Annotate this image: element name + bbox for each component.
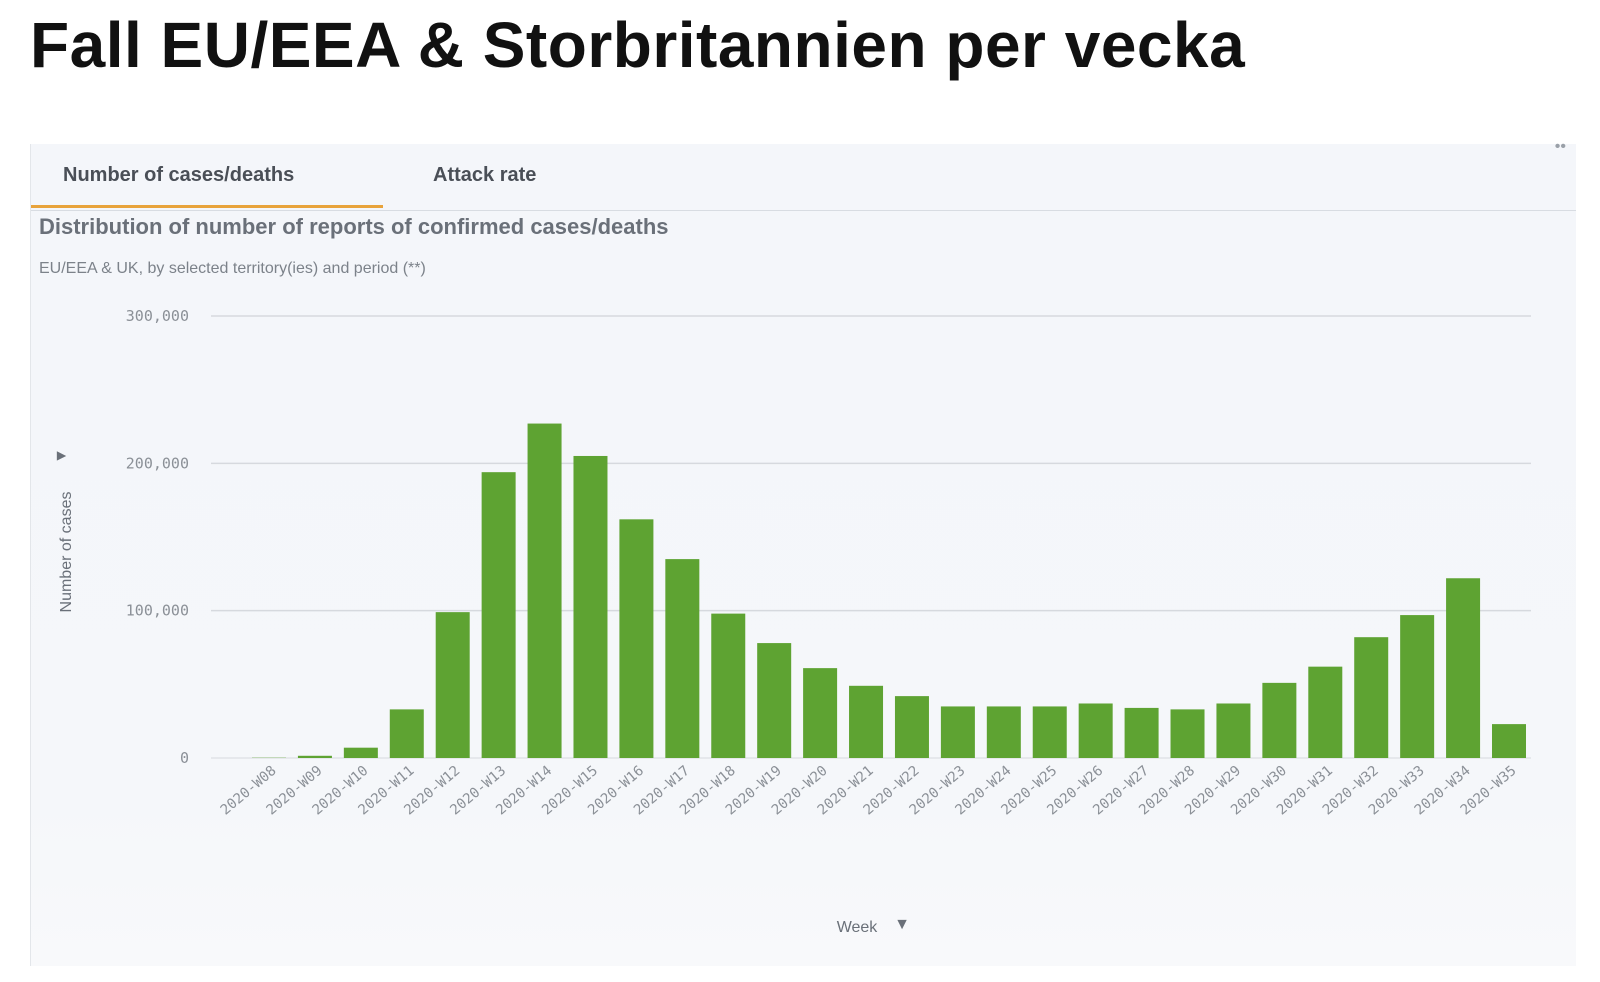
tab-bar: Number of cases/deaths Attack rate bbox=[31, 144, 1576, 211]
bar-2020-w13[interactable] bbox=[481, 472, 516, 758]
chart-subtitle: EU/EEA & UK, by selected territory(ies) … bbox=[39, 260, 426, 277]
bar-2020-w21[interactable] bbox=[849, 685, 884, 758]
bar-2020-w24[interactable] bbox=[986, 706, 1021, 758]
chart-title: Distribution of number of reports of con… bbox=[39, 214, 669, 239]
bar-2020-w16[interactable] bbox=[619, 519, 654, 758]
x-axis-dropdown-icon[interactable]: ▼ bbox=[894, 916, 910, 933]
x-axis-label[interactable]: Week bbox=[837, 919, 879, 936]
bar-2020-w17[interactable] bbox=[665, 559, 700, 758]
y-tick-label: 300,000 bbox=[126, 307, 189, 325]
bar-2020-w12[interactable] bbox=[435, 612, 470, 758]
x-axis-ticks: 2020-W082020-W092020-W102020-W112020-W12… bbox=[218, 763, 1520, 819]
chart-panel: •• Number of cases/deaths Attack rate Di… bbox=[30, 138, 1576, 966]
y-axis-label[interactable]: Number of cases bbox=[58, 492, 75, 613]
more-options-icon[interactable]: •• bbox=[1554, 138, 1566, 155]
bar-2020-w18[interactable] bbox=[711, 613, 746, 758]
bar-chart: 0 100,000 200,000 300,000 2020-W082020-W092… bbox=[53, 307, 1531, 936]
bar-2020-w14[interactable] bbox=[527, 423, 562, 758]
bar-2020-w32[interactable] bbox=[1354, 637, 1389, 758]
tab-attack-rate[interactable]: Attack rate bbox=[433, 164, 537, 186]
y-axis-dropdown-icon[interactable]: ▼ bbox=[53, 448, 70, 464]
bar-2020-w15[interactable] bbox=[573, 455, 608, 758]
bar-2020-w30[interactable] bbox=[1262, 682, 1297, 758]
bar-2020-w27[interactable] bbox=[1124, 707, 1159, 758]
bar-2020-w20[interactable] bbox=[803, 668, 838, 758]
bar-2020-w25[interactable] bbox=[1032, 706, 1067, 758]
bar-2020-w09[interactable] bbox=[297, 755, 332, 758]
bar-2020-w23[interactable] bbox=[940, 706, 975, 758]
y-tick-label: 0 bbox=[180, 749, 189, 767]
bar-2020-w28[interactable] bbox=[1170, 709, 1205, 758]
y-axis-ticks: 0 100,000 200,000 300,000 bbox=[126, 307, 189, 767]
bar-2020-w11[interactable] bbox=[389, 709, 424, 758]
bar-2020-w22[interactable] bbox=[894, 696, 929, 758]
bars bbox=[252, 423, 1526, 758]
bar-2020-w31[interactable] bbox=[1308, 666, 1343, 758]
tab-number-of-cases[interactable]: Number of cases/deaths bbox=[31, 144, 383, 208]
bar-2020-w33[interactable] bbox=[1400, 615, 1435, 758]
bar-2020-w19[interactable] bbox=[757, 643, 792, 758]
slide-title: Fall EU/EEA & Storbritannien per vecka bbox=[30, 9, 1246, 81]
bar-2020-w34[interactable] bbox=[1446, 578, 1481, 758]
y-tick-label: 100,000 bbox=[126, 602, 189, 620]
bar-2020-w10[interactable] bbox=[343, 747, 378, 758]
bar-2020-w35[interactable] bbox=[1492, 724, 1526, 758]
bar-2020-w29[interactable] bbox=[1216, 703, 1251, 758]
bar-2020-w26[interactable] bbox=[1078, 703, 1113, 758]
y-tick-label: 200,000 bbox=[126, 454, 189, 472]
